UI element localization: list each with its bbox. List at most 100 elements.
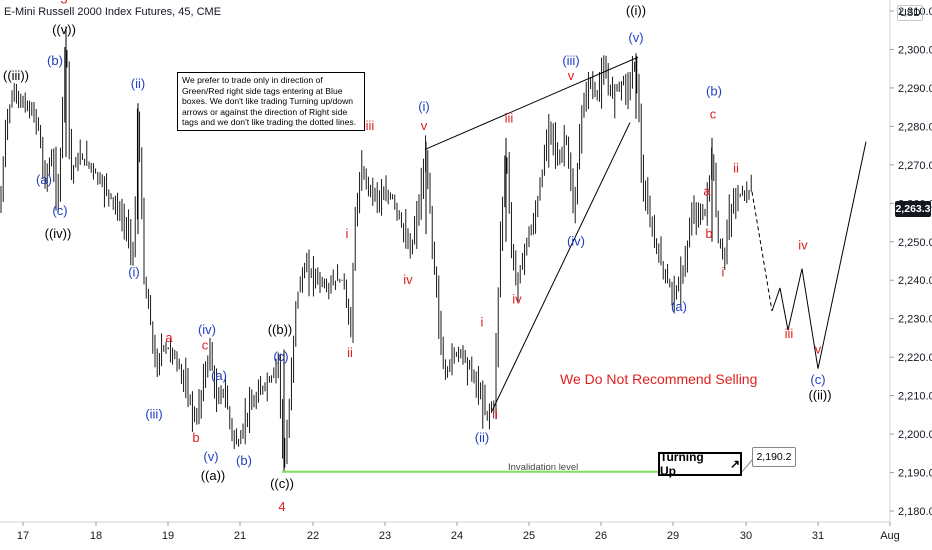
wave-label: i (481, 314, 484, 329)
y-tick-label: 2,230.0 (898, 314, 932, 326)
wave-label: ((v)) (52, 22, 76, 37)
x-tick-label: 19 (162, 530, 174, 542)
wave-label: ((i)) (626, 3, 646, 18)
wave-label: b (705, 226, 712, 241)
projection-segment (779, 287, 789, 331)
wave-label: ii (492, 407, 498, 422)
y-tick-label: 2,250.0 (898, 237, 932, 249)
wave-label: iii (785, 326, 794, 341)
trendline[interactable] (491, 122, 631, 412)
wave-label: ((a)) (201, 468, 226, 483)
price-axis[interactable]: 2,310.02,300.02,290.02,280.02,270.02,260… (890, 6, 932, 518)
wave-label: ii (733, 161, 739, 176)
x-tick-label: 17 (17, 530, 29, 542)
wave-label: v (568, 68, 575, 83)
wave-label: i (722, 264, 725, 279)
candles-layer (0, 26, 752, 473)
x-tick-label: 25 (523, 530, 535, 542)
wave-label: (v) (628, 30, 643, 45)
turning-up-label: Turning Up (660, 450, 704, 478)
y-tick-label: 2,310.0 (898, 6, 932, 18)
wave-label: iv (512, 291, 522, 306)
wave-label: (iii) (562, 53, 579, 68)
wave-label: v (815, 341, 822, 356)
wave-label: (iv) (198, 322, 216, 337)
y-tick-label: 2,240.0 (898, 275, 932, 287)
plot-area (0, 0, 891, 523)
projection-segment (771, 287, 781, 312)
y-tick-label: 2,270.0 (898, 160, 932, 172)
wave-label: (a) (671, 299, 687, 314)
wave-label: iii (366, 118, 375, 133)
wave-label: c (710, 107, 717, 122)
projection-segment (787, 268, 803, 331)
wave-label: a (703, 184, 711, 199)
x-tick-label: Aug (880, 530, 900, 542)
x-tick-label: 31 (812, 530, 824, 542)
wave-label: (b) (47, 53, 63, 68)
projection-segment (801, 268, 819, 369)
chart-title: E-Mini Russell 2000 Index Futures, 45, C… (4, 6, 221, 18)
invalidation-value: 2,190.2 (752, 447, 796, 467)
x-tick-label: 21 (234, 530, 246, 542)
x-tick-label: 30 (740, 530, 752, 542)
wave-label: (c) (810, 372, 825, 387)
y-tick-label: 2,300.0 (898, 44, 932, 56)
wave-label: (iii) (145, 407, 162, 422)
trading-note: We prefer to trade only in direction of … (177, 72, 365, 131)
wave-label: 4 (278, 499, 285, 514)
time-axis[interactable]: 17 18 19 21 22 23 24 25 26 29 30 31 Aug (17, 522, 900, 542)
wave-label: iii (505, 111, 514, 126)
wave-label: (iv) (567, 234, 585, 249)
wave-label: a (165, 330, 173, 345)
x-tick-label: 22 (307, 530, 319, 542)
warning-text: We Do Not Recommend Selling (560, 371, 758, 387)
wave-label: (ii) (131, 76, 145, 91)
x-tick-label: 24 (451, 530, 463, 542)
current-price-tag: 2,263.3 (895, 201, 931, 217)
x-tick-label: 26 (595, 530, 607, 542)
wave-label: c (202, 337, 209, 352)
wave-label: iv (798, 237, 808, 252)
wave-label: (v) (203, 449, 218, 464)
y-tick-label: 2,280.0 (898, 121, 932, 133)
trendline[interactable] (424, 56, 639, 150)
wave-label: (c) (52, 203, 67, 218)
wave-label: (a) (36, 172, 52, 187)
wave-label: (b) (706, 84, 722, 99)
x-tick-label: 18 (90, 530, 102, 542)
wave-label: (i) (418, 99, 430, 114)
turning-up-button[interactable]: Turning Up ↗ (658, 450, 742, 478)
wave-label: ((ii)) (808, 387, 831, 402)
wave-label: (a) (211, 368, 227, 383)
wave-labels-layer: 3 ((v)) ((iii)) (b) (ii) (a) (c) ((iv)) (i) a (iv)… (3, 0, 832, 514)
y-tick-label: 2,290.0 (898, 83, 932, 95)
wave-label: ii (347, 345, 353, 360)
wave-label: (b) (236, 453, 252, 468)
x-tick-label: 29 (667, 530, 679, 542)
invalidation-label: Invalidation level (508, 462, 579, 473)
wave-label: i (346, 226, 349, 241)
wave-label: v (421, 118, 428, 133)
y-tick-label: 2,220.0 (898, 352, 932, 364)
wave-label: (ii) (475, 430, 489, 445)
y-tick-label: 2,180.0 (898, 506, 932, 518)
wave-label: ((iii)) (3, 68, 29, 83)
wave-label: 3 (60, 0, 67, 6)
y-tick-label: 2,190.0 (898, 468, 932, 480)
wave-label: ((b)) (268, 322, 293, 337)
wave-label: ((c)) (270, 476, 294, 491)
x-tick-label: 23 (379, 530, 391, 542)
currency-label[interactable]: USD (897, 5, 923, 21)
trend-up-arrow-icon: ↗ (729, 457, 740, 471)
y-tick-label: 2,200.0 (898, 429, 932, 441)
projection-segment (817, 141, 867, 369)
wave-label: (i) (128, 264, 140, 279)
projection-layer (751, 141, 867, 369)
invalidation-callout-connector (741, 459, 753, 473)
y-tick-label: 2,210.0 (898, 391, 932, 403)
wave-label: iv (403, 272, 413, 287)
projection-segment (751, 191, 773, 312)
wave-label: (c) (273, 349, 288, 364)
